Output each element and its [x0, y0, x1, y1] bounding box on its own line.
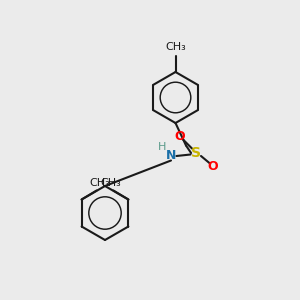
Text: CH₃: CH₃ [100, 178, 121, 188]
Text: N: N [166, 149, 176, 163]
Text: CH₃: CH₃ [89, 178, 110, 188]
Text: O: O [175, 130, 185, 143]
Text: S: S [191, 146, 202, 160]
Text: O: O [208, 160, 218, 173]
Text: CH₃: CH₃ [165, 43, 186, 52]
Text: H: H [158, 142, 166, 152]
